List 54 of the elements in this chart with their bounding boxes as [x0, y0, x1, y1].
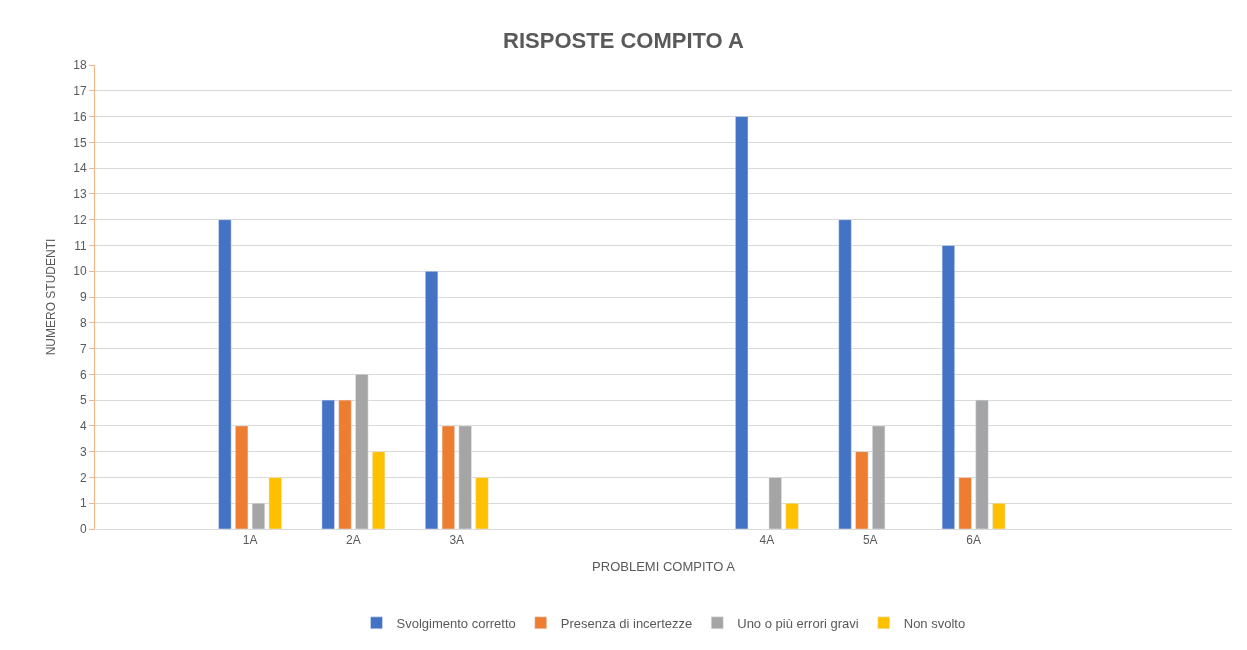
bar: [941, 245, 955, 529]
x-tick-label: 4A: [759, 533, 775, 548]
bar: [251, 502, 265, 529]
y-tick-label: 4: [79, 419, 87, 434]
x-axis-title: PROBLEMI COMPITO A: [592, 559, 736, 574]
y-tick-label: 9: [79, 290, 87, 305]
bar: [475, 477, 489, 529]
y-tick-label: 11: [74, 238, 87, 253]
y-tick-label: 18: [73, 58, 87, 73]
bar: [768, 477, 782, 529]
chart-title: RISPOSTE COMPITO A: [503, 27, 745, 53]
y-tick-label: 2: [79, 470, 87, 485]
bar: [855, 451, 869, 529]
x-tick-label: 3A: [449, 533, 465, 548]
bar: [355, 374, 369, 529]
x-tick-label: 5A: [862, 533, 878, 548]
y-axis-title: NUMERO STUDENTI: [43, 238, 58, 356]
bar: [992, 502, 1006, 529]
y-tick-label: 3: [79, 444, 87, 459]
x-tick-label: 1A: [242, 533, 258, 548]
y-tick-label: 10: [73, 264, 87, 279]
y-tick-label: 1: [79, 496, 87, 511]
bar: [218, 219, 232, 529]
legend-label: Svolgimento corretto: [396, 615, 516, 631]
y-tick-label: 8: [79, 315, 87, 330]
bar: [958, 477, 972, 529]
y-tick-label: 13: [73, 187, 87, 202]
bar: [872, 425, 886, 529]
bar: [838, 219, 852, 529]
x-tick-label: 6A: [966, 533, 981, 548]
bar: [975, 399, 989, 529]
legend-label: Uno o più errori gravi: [737, 615, 859, 631]
y-tick-label: 7: [79, 341, 87, 356]
y-tick-label: 14: [73, 161, 87, 176]
y-tick-label: 17: [73, 83, 87, 98]
bar: [785, 502, 799, 529]
y-tick-label: 16: [73, 109, 87, 124]
y-tick-label: 0: [79, 522, 87, 537]
y-tick-label: 6: [79, 367, 87, 382]
y-tick-label: 12: [73, 212, 87, 227]
y-tick-label: 5: [79, 393, 87, 408]
y-tick-label: 15: [73, 135, 87, 150]
bar: [268, 477, 282, 529]
bar: [338, 399, 352, 529]
bar: [425, 270, 439, 529]
bar: [235, 425, 249, 529]
x-tick-label: 2A: [346, 533, 361, 548]
bar: [735, 116, 749, 529]
legend-label: Non svolto: [903, 615, 966, 631]
legend-label: Presenza di incertezze: [560, 615, 693, 631]
bar: [458, 425, 472, 529]
bar: [372, 451, 386, 529]
bar: [441, 425, 455, 529]
bar: [321, 399, 335, 529]
